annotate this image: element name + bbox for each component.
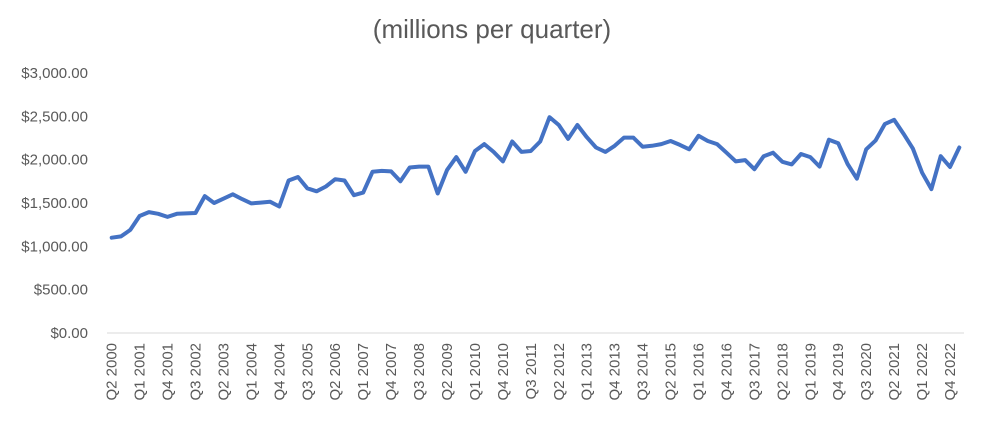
x-tick-label: Q3 2008 bbox=[411, 343, 428, 401]
x-tick-label: Q3 2014 bbox=[635, 343, 652, 401]
x-tick-label: Q2 2006 bbox=[327, 343, 344, 401]
series-layer bbox=[109, 115, 962, 240]
x-tick-label: Q4 2016 bbox=[718, 343, 735, 401]
x-tick-label: Q1 2010 bbox=[467, 343, 484, 401]
x-tick-label: Q2 2003 bbox=[215, 343, 232, 401]
x-tick-label: Q1 2007 bbox=[355, 343, 372, 401]
x-tick-label: Q1 2004 bbox=[243, 343, 260, 401]
chart-title: (millions per quarter) bbox=[372, 14, 612, 44]
x-tick-label: Q4 2004 bbox=[271, 343, 288, 401]
series-line bbox=[109, 115, 962, 240]
x-tick-label: Q2 2012 bbox=[551, 343, 568, 401]
x-tick-label: Q3 2002 bbox=[187, 343, 204, 401]
x-tick-label: Q4 2001 bbox=[160, 343, 177, 401]
x-tick-label: Q3 2011 bbox=[523, 343, 540, 399]
x-axis: Q2 2000 Q1 2001 Q4 2001 Q3 2002 Q2 2003 Q1 20… bbox=[104, 332, 964, 401]
x-tick-label: Q1 2022 bbox=[914, 343, 931, 401]
x-tick-label: Q3 2017 bbox=[746, 343, 763, 401]
x-tick-label: Q4 2022 bbox=[942, 343, 959, 401]
y-tick-label: $500.00 bbox=[34, 282, 88, 299]
x-tick-label: Q2 2018 bbox=[774, 343, 791, 401]
y-tick-label: $0.00 bbox=[50, 325, 88, 342]
x-tick-label: Q1 2016 bbox=[691, 343, 708, 401]
y-tick-label: $2,500.00 bbox=[21, 108, 88, 125]
x-tick-label: Q4 2013 bbox=[607, 343, 624, 401]
x-tick-label: Q2 2009 bbox=[439, 343, 456, 401]
x-tick-label: Q1 2001 bbox=[132, 343, 149, 401]
x-tick-label: Q2 2015 bbox=[663, 343, 680, 401]
x-tick-label: Q4 2019 bbox=[830, 343, 847, 401]
x-tick-label: Q1 2019 bbox=[802, 343, 819, 401]
x-tick-label: Q2 2021 bbox=[886, 343, 903, 401]
x-tick-label: Q3 2020 bbox=[858, 343, 875, 401]
y-tick-label: $2,000.00 bbox=[21, 152, 88, 169]
y-tick-label: $1,000.00 bbox=[21, 238, 88, 255]
y-tick-label: $1,500.00 bbox=[21, 195, 88, 212]
y-axis: $0.00 $500.00 $1,000.00 $1,500.00 $2,000.00 $… bbox=[21, 65, 88, 342]
x-tick-label: Q2 2000 bbox=[104, 343, 121, 401]
x-tick-label: Q1 2013 bbox=[579, 343, 596, 401]
x-tick-label: Q3 2005 bbox=[299, 343, 316, 401]
x-tick-label: Q4 2007 bbox=[383, 343, 400, 401]
x-tick-label: Q4 2010 bbox=[495, 343, 512, 401]
y-tick-label: $3,000.00 bbox=[21, 65, 88, 82]
